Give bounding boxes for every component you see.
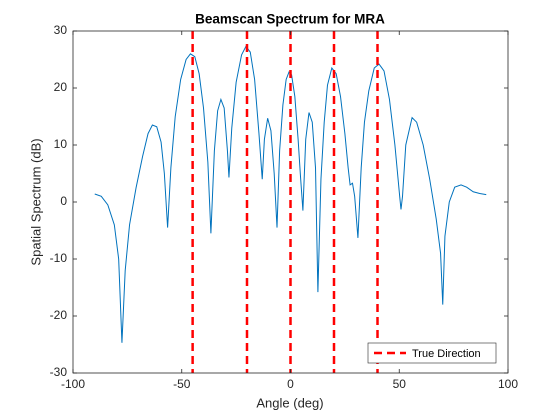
legend-label: True Direction xyxy=(412,348,481,360)
y-tick-label: 10 xyxy=(54,137,68,151)
y-axis-label: Spatial Spectrum (dB) xyxy=(28,138,43,265)
x-axis-label: Angle (deg) xyxy=(256,395,323,410)
y-tick-label: -30 xyxy=(50,365,68,379)
x-tick-label: 0 xyxy=(287,377,294,391)
legend-box xyxy=(367,342,497,364)
y-tick-label: 30 xyxy=(54,23,68,37)
x-tick-label: -50 xyxy=(173,377,191,391)
x-tick-label: 50 xyxy=(393,377,407,391)
y-tick-label: 0 xyxy=(60,194,67,208)
chart-title: Beamscan Spectrum for MRA xyxy=(195,12,385,27)
x-tick-label: 100 xyxy=(498,377,518,391)
y-tick-label: 20 xyxy=(54,80,68,94)
x-tick-label: -100 xyxy=(61,377,85,391)
y-tick-label: -10 xyxy=(50,251,68,265)
y-tick-label: -20 xyxy=(50,308,68,322)
